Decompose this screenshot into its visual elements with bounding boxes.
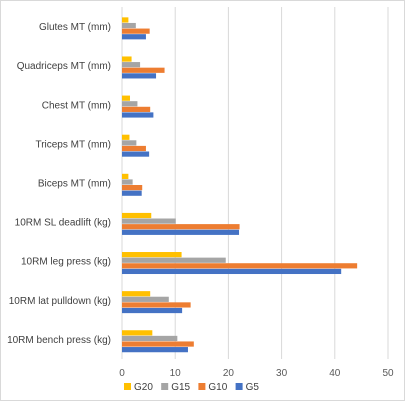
bar-g10: [122, 185, 143, 191]
category-label: Chest MT (mm): [42, 100, 111, 111]
bar-g5: [122, 151, 150, 157]
x-tick-label: 10: [170, 368, 182, 379]
bar-g10: [122, 145, 146, 152]
category-label: 10RM lat pulldown (kg): [9, 296, 111, 307]
bar-g20: [122, 330, 153, 336]
bar-g20: [122, 56, 132, 62]
legend-label: G10: [208, 382, 227, 393]
legend-swatch-g5: [235, 383, 243, 390]
bar-g20: [122, 95, 130, 101]
bar-g10: [122, 106, 151, 112]
bar-g20: [122, 252, 182, 258]
x-tick-label: 50: [382, 368, 394, 379]
category-label: 10RM SL deadlift (kg): [15, 218, 111, 229]
x-tick-labels: 0 10 20 30 40 50: [119, 368, 394, 379]
category-label: 10RM bench press (kg): [7, 335, 111, 346]
bar-g15: [122, 62, 141, 68]
legend-label: G20: [134, 382, 153, 393]
legend: G20 G15 G10 G5: [124, 382, 259, 393]
legend-swatch-g10: [198, 383, 206, 390]
category-label: Quadriceps MT (mm): [17, 61, 111, 72]
bar-g5: [122, 190, 142, 196]
bar-g5: [122, 112, 154, 118]
bar-g10: [122, 224, 240, 230]
bars: [122, 17, 358, 353]
bar-g10: [122, 28, 150, 34]
bar-g5: [122, 34, 146, 40]
bar-g5: [122, 268, 342, 275]
bar-g10: [122, 341, 194, 347]
bar-g10: [122, 263, 358, 269]
bar-g20: [122, 291, 151, 297]
bar-g20: [122, 212, 152, 219]
bar-g5: [122, 229, 240, 235]
bar-g15: [122, 335, 178, 342]
bar-g20: [122, 134, 130, 140]
bar-g15: [122, 101, 138, 107]
category-label: 10RM leg press (kg): [21, 257, 111, 268]
category-labels: Glutes MT (mm) Quadriceps MT (mm) Chest MT…: [7, 22, 111, 346]
legend-swatch-g20: [124, 383, 131, 390]
bar-g20: [122, 173, 129, 179]
bar-g5: [122, 347, 188, 353]
bar-g5: [122, 307, 183, 314]
x-tick-label: 30: [276, 368, 288, 379]
x-tick-label: 20: [223, 368, 235, 379]
x-tick-label: 0: [119, 368, 125, 379]
category-label: Biceps MT (mm): [38, 179, 111, 190]
bar-g5: [122, 73, 157, 79]
x-tick-label: 40: [329, 368, 341, 379]
bar-g15: [122, 140, 137, 146]
bar-g15: [122, 22, 136, 29]
bar-g10: [122, 67, 165, 73]
category-label: Glutes MT (mm): [39, 22, 111, 33]
bar-g20: [122, 17, 129, 23]
legend-label: G5: [246, 382, 260, 393]
bar-g15: [122, 257, 226, 263]
bar-g10: [122, 302, 191, 308]
legend-swatch-g15: [161, 383, 169, 390]
category-label: Triceps MT (mm): [35, 139, 111, 150]
bar-g15: [122, 218, 176, 224]
bar-g15: [122, 296, 169, 302]
bar-g15: [122, 179, 133, 185]
legend-label: G15: [171, 382, 190, 393]
